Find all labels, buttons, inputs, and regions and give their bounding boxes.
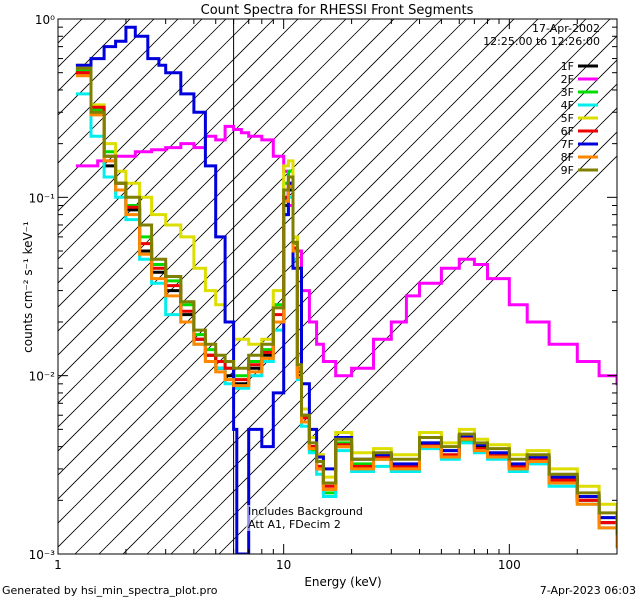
footer-generated-by: Generated by hsi_min_spectra_plot.pro (2, 584, 218, 597)
plot-frame (57, 18, 618, 555)
legend-label: 6F (561, 125, 574, 138)
hatch-line (58, 19, 539, 500)
hatch-line (58, 19, 395, 356)
legend-label: 8F (561, 151, 574, 164)
hatch-line (122, 59, 617, 554)
legend-label: 1F (561, 60, 574, 73)
series-line-4f (75, 92, 617, 549)
series-line-7f (75, 25, 617, 554)
hatch-line (58, 19, 515, 476)
hatch-line (58, 19, 251, 212)
series-line-8f (75, 74, 617, 549)
time-range-label: 12:25:00 to 12:26:00 (483, 35, 600, 48)
y-tick-label: 10⁻² (29, 370, 56, 384)
hatch-line (74, 19, 611, 554)
hatch-line (58, 19, 347, 308)
hatch-line (98, 35, 617, 554)
hatch-line (58, 19, 155, 116)
hatch-line (58, 19, 323, 284)
legend-label: 4F (561, 99, 574, 112)
y-axis-label: counts cm⁻² s⁻¹ keV⁻¹ (21, 221, 35, 353)
legend-label: 7F (561, 138, 574, 151)
annotation-attenuator-note: Att A1, FDecim 2 (248, 518, 341, 531)
hatch-line (58, 19, 227, 188)
hatch-line (58, 19, 203, 164)
hatch-line (58, 19, 299, 260)
series-group (75, 25, 617, 554)
series-line-9f (75, 66, 617, 536)
series-line-1f (75, 71, 617, 542)
hatch-line (194, 131, 617, 554)
series-line-3f (75, 68, 617, 549)
hatch-line (58, 19, 371, 332)
hatch-line (58, 19, 443, 404)
y-tick-label: 10⁰ (35, 13, 55, 27)
legend-label: 5F (561, 112, 574, 125)
legend-label: 3F (561, 86, 574, 99)
hatched-region (58, 19, 617, 554)
chart-title: Count Spectra for RHESSI Front Segments (201, 3, 474, 18)
y-tick-label: 10⁻¹ (29, 191, 56, 205)
hatch-line (58, 19, 275, 236)
date-label: 17-Apr-2002 (532, 22, 600, 35)
hatch-line (218, 155, 617, 554)
legend-label: 9F (561, 164, 574, 177)
hatch-line (58, 19, 491, 452)
annotation-background-note: Includes Background (248, 505, 363, 518)
annotation-background (246, 505, 364, 531)
hatch-line (58, 19, 419, 380)
x-tick-label: 100 (498, 558, 521, 572)
footer-timestamp: 7-Apr-2023 06:03 (540, 584, 636, 597)
hatch-line (58, 19, 179, 140)
series-line-2f (75, 124, 617, 386)
hatch-line (58, 19, 83, 44)
legend-label: 2F (561, 73, 574, 86)
axis-ticks: 1 10 100 10⁰ 10⁻¹ 10⁻² 10⁻³ (29, 13, 618, 572)
series-line-6f (75, 71, 617, 542)
x-axis-label: Energy (keV) (304, 575, 381, 589)
hatch-line (58, 19, 563, 524)
hatch-line (58, 19, 467, 428)
hatch-line (58, 19, 587, 548)
y-tick-label: 10⁻³ (29, 548, 56, 562)
x-tick-label: 10 (276, 558, 291, 572)
hatch-line (58, 19, 131, 92)
x-tick-label: 1 (54, 558, 62, 572)
